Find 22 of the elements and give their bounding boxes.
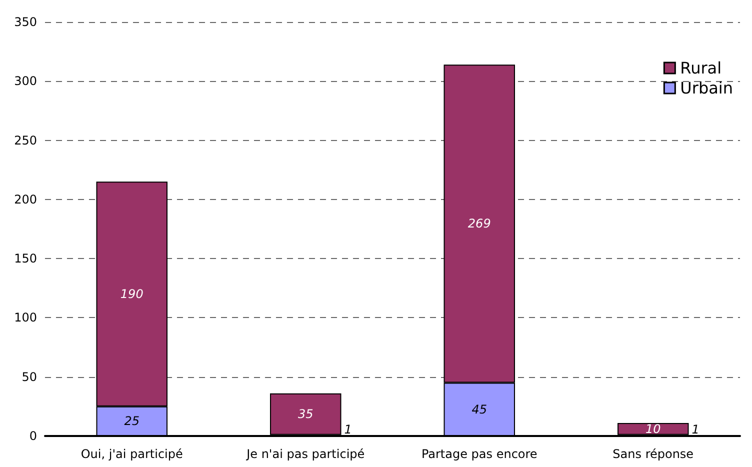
- data-label: 35: [298, 407, 314, 422]
- y-tick-label: 0: [29, 429, 37, 443]
- x-tick-label: Je n'ai pas participé: [246, 447, 365, 461]
- y-tick-label: 250: [14, 133, 37, 148]
- data-label: 190: [120, 287, 144, 302]
- data-label: 45: [472, 402, 488, 416]
- y-tick-label: 300: [14, 74, 37, 88]
- data-label: 1: [344, 422, 352, 436]
- x-tick-label: Partage pas encore: [421, 447, 538, 461]
- data-label: 10: [645, 422, 662, 436]
- y-tick-label: 350: [14, 15, 37, 29]
- y-tick-label: 150: [14, 252, 37, 266]
- data-label: 25: [124, 414, 140, 428]
- y-tick-label: 100: [14, 310, 37, 325]
- data-label: 269: [468, 216, 491, 231]
- x-tick-label: Oui, j'ai participé: [80, 447, 183, 461]
- y-tick-label: 50: [22, 370, 37, 384]
- data-label: 1: [692, 422, 700, 436]
- legend-label: Rural: [680, 58, 722, 78]
- legend-label: Urbain: [680, 78, 734, 98]
- x-tick-label: Sans réponse: [612, 447, 694, 461]
- y-tick-label: 200: [14, 192, 37, 206]
